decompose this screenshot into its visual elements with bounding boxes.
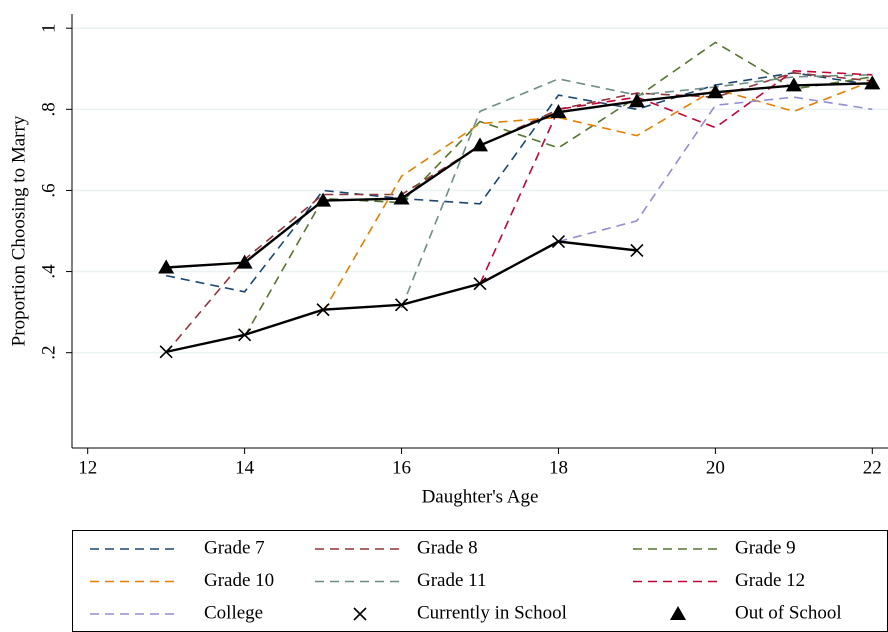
series-line — [166, 82, 873, 269]
data-point — [551, 234, 566, 249]
series-line — [165, 240, 638, 354]
data-point — [707, 84, 724, 99]
data-point — [628, 93, 645, 108]
data-point — [236, 254, 253, 269]
data-point — [316, 303, 330, 317]
data-point — [473, 277, 487, 291]
y-tick-label: 1 — [38, 23, 59, 33]
data-point — [630, 243, 644, 258]
data-point — [393, 190, 410, 205]
legend-label: Out of School — [735, 602, 842, 623]
x-tick-label: 22 — [863, 457, 882, 478]
y-tick-label: .4 — [38, 264, 59, 279]
legend-label: Grade 10 — [204, 570, 274, 591]
y-axis-title: Proportion Choosing to Marry — [8, 115, 29, 346]
y-tick-label: .6 — [38, 183, 59, 197]
x-tick-label: 16 — [392, 457, 411, 478]
series-line — [322, 80, 873, 313]
data-point — [238, 328, 252, 342]
x-tick-label: 12 — [78, 457, 97, 478]
data-point — [159, 345, 173, 359]
x-axis-title: Daughter's Age — [422, 486, 539, 507]
legend-label: Grade 8 — [417, 537, 478, 558]
series-line — [165, 72, 873, 354]
legend-label: Grade 11 — [417, 570, 486, 591]
data-point — [315, 192, 332, 207]
data-point — [550, 104, 567, 119]
data-point — [158, 259, 175, 274]
data-point — [785, 77, 802, 92]
data-point — [472, 137, 488, 152]
legend-label: College — [204, 602, 263, 623]
series-line — [558, 96, 873, 243]
data-point — [394, 298, 409, 312]
x-tick-label: 14 — [235, 457, 255, 478]
legend-label: Grade 7 — [204, 537, 265, 558]
y-tick-label: .2 — [38, 346, 59, 360]
legend-label: Grade 12 — [735, 570, 805, 591]
legend-symbol — [670, 606, 686, 620]
legend-symbol — [353, 607, 367, 621]
series-line — [165, 72, 873, 293]
x-tick-label: 20 — [706, 457, 725, 478]
legend-label: Currently in School — [417, 602, 567, 623]
y-tick-label: .8 — [38, 102, 59, 116]
legend-label: Grade 9 — [735, 537, 796, 558]
data-point — [864, 75, 881, 90]
x-tick-label: 18 — [549, 457, 568, 478]
